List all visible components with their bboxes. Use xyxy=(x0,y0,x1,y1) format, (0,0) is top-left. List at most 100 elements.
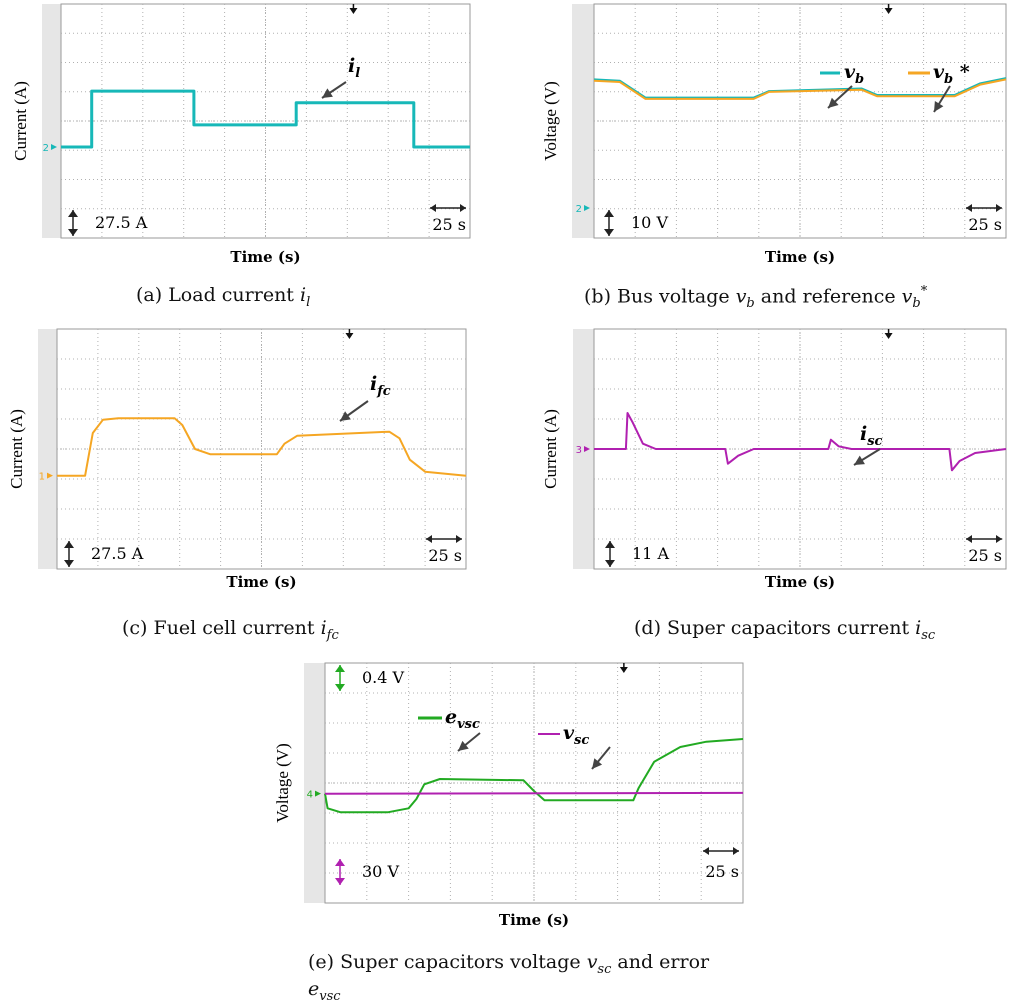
series-label-ifc-sub: fc xyxy=(376,384,391,399)
caption-b: (b) Bus voltage vb and reference vb* xyxy=(584,284,928,312)
channel-marker-number: 4 xyxy=(307,790,313,801)
channel-marker-arrow xyxy=(584,205,590,211)
series-label-isc-base: i xyxy=(860,423,867,445)
callout-isc-head xyxy=(854,455,865,465)
series-label-il: il xyxy=(348,55,360,81)
series-label-isc-sub: sc xyxy=(867,434,882,449)
y-axis-label: Voltage (V) xyxy=(541,81,560,160)
series-label-vb-sub: b xyxy=(855,72,864,87)
channel-marker: 2 xyxy=(576,204,590,215)
x-scale-arrowhead-right xyxy=(456,535,462,543)
y-axis-label: Voltage (V) xyxy=(273,743,292,822)
y-axis-label: Current (A) xyxy=(11,81,30,161)
x-scale-arrowhead-left xyxy=(966,204,972,212)
series-label-vsc-sub: sc xyxy=(574,733,589,748)
chart-panel-c: 1 Current (A) Time (s) 25 s 27.5 A ifc (c) Fu… xyxy=(0,325,480,643)
caption-e-line2: evsc xyxy=(308,978,341,1004)
series-label-isc: isc xyxy=(860,423,883,449)
callout-vsc-head xyxy=(592,758,603,769)
series-label-il-sub: l xyxy=(355,66,360,81)
chart-panel-d: 3 Current (A) Time (s) 25 s 11 A isc (d) Supe… xyxy=(530,325,1013,643)
trigger-marker xyxy=(884,333,893,339)
series-label-vbref-base: v xyxy=(933,61,945,83)
channel-marker-arrow xyxy=(51,144,57,150)
x-scale-label: 25 s xyxy=(968,215,1002,234)
channel-marker-number: 2 xyxy=(576,204,582,215)
series-label-ifc-base: i xyxy=(370,373,377,395)
series-label-vsc: vsc xyxy=(563,722,589,748)
channel-marker-arrow xyxy=(47,472,53,479)
scope-sidebar xyxy=(42,4,61,238)
series-label-ifc: ifc xyxy=(370,373,391,399)
scope-sidebar xyxy=(573,329,594,569)
x-scale-label: 25 s xyxy=(428,546,462,565)
caption-d: (d) Super capacitors current isc xyxy=(634,617,936,643)
series-label-il-base: i xyxy=(348,55,355,77)
y-scale-label: 11 A xyxy=(632,544,669,563)
channel-marker: 4 xyxy=(307,790,321,801)
y-scale-magenta-arrowhead-down xyxy=(335,878,345,885)
y-scale-magenta-arrowhead-up xyxy=(335,859,345,866)
x-axis-label: Time (s) xyxy=(226,573,296,591)
y-scale-label: 10 V xyxy=(631,213,668,232)
y-axis-label: Current (A) xyxy=(7,409,26,489)
scope-sidebar xyxy=(38,329,57,569)
y-scale-green-arrowhead-up xyxy=(335,665,345,672)
x-scale-label: 25 s xyxy=(968,546,1002,565)
caption-a: (a) Load current il xyxy=(136,284,311,310)
callout-vb-head xyxy=(828,97,839,108)
x-scale-arrowhead-right xyxy=(996,535,1002,543)
trigger-marker xyxy=(349,8,358,14)
series-label-vbref-sub: b xyxy=(944,72,953,87)
y-scale-green-label: 0.4 V xyxy=(362,668,405,687)
y-scale-magenta-label: 30 V xyxy=(362,862,399,881)
x-axis-label: Time (s) xyxy=(765,248,835,266)
callout-il-head xyxy=(322,88,333,98)
channel-marker-arrow xyxy=(584,446,590,452)
channel-marker-number: 1 xyxy=(39,472,45,483)
chart-panel-a: 2 Current (A) Time (s) 25 s 27.5 A il (a) Loa… xyxy=(0,0,480,310)
series-line-magenta xyxy=(594,412,1007,472)
x-scale-arrowhead-right xyxy=(460,204,466,212)
series-label-evsc: evsc xyxy=(445,706,480,732)
x-axis-label: Time (s) xyxy=(765,573,835,591)
x-scale-arrowhead-left xyxy=(703,847,709,855)
channel-marker: 3 xyxy=(576,445,590,456)
y-scale-arrowhead-up xyxy=(68,210,78,217)
callout-vbref-head xyxy=(934,101,944,112)
x-scale-label: 25 s xyxy=(705,862,739,881)
series-line-orange xyxy=(57,417,467,477)
x-scale-arrowhead-right xyxy=(996,204,1002,212)
scope-sidebar xyxy=(304,663,325,903)
y-scale-label: 27.5 A xyxy=(95,213,148,232)
series-line-cyan xyxy=(593,77,1007,99)
y-scale-arrowhead-down xyxy=(64,560,74,567)
series-label-evsc-sub: vsc xyxy=(457,717,480,732)
callout-evsc-head xyxy=(458,740,469,751)
series-label-vb-base: v xyxy=(844,61,856,83)
series-label-vbref: vb * xyxy=(933,61,970,87)
x-scale-arrowhead-right xyxy=(733,847,739,855)
x-scale-arrowhead-left xyxy=(966,535,972,543)
series-label-vb: vb xyxy=(844,61,864,87)
y-scale-green-arrowhead-down xyxy=(335,684,345,691)
y-scale-arrowhead-down xyxy=(605,560,615,567)
series-label-vbref-sup: * xyxy=(953,61,970,83)
series-line-orange xyxy=(593,78,1007,100)
x-axis-label: Time (s) xyxy=(499,911,569,929)
chart-c-svg: 1 Current (A) Time (s) 25 s 27.5 A ifc xyxy=(7,328,467,591)
y-scale-arrowhead-up xyxy=(604,210,614,217)
trigger-marker xyxy=(345,333,354,339)
caption-c: (c) Fuel cell current ifc xyxy=(122,617,339,643)
x-scale-arrowhead-left xyxy=(430,204,436,212)
scope-sidebar xyxy=(572,4,594,238)
channel-marker: 1 xyxy=(39,472,53,483)
series-line-cyan xyxy=(61,89,470,149)
x-scale-arrowhead-left xyxy=(426,535,432,543)
x-scale-label: 25 s xyxy=(432,215,466,234)
chart-a-svg: 2 Current (A) Time (s) 25 s 27.5 A il xyxy=(11,3,471,266)
